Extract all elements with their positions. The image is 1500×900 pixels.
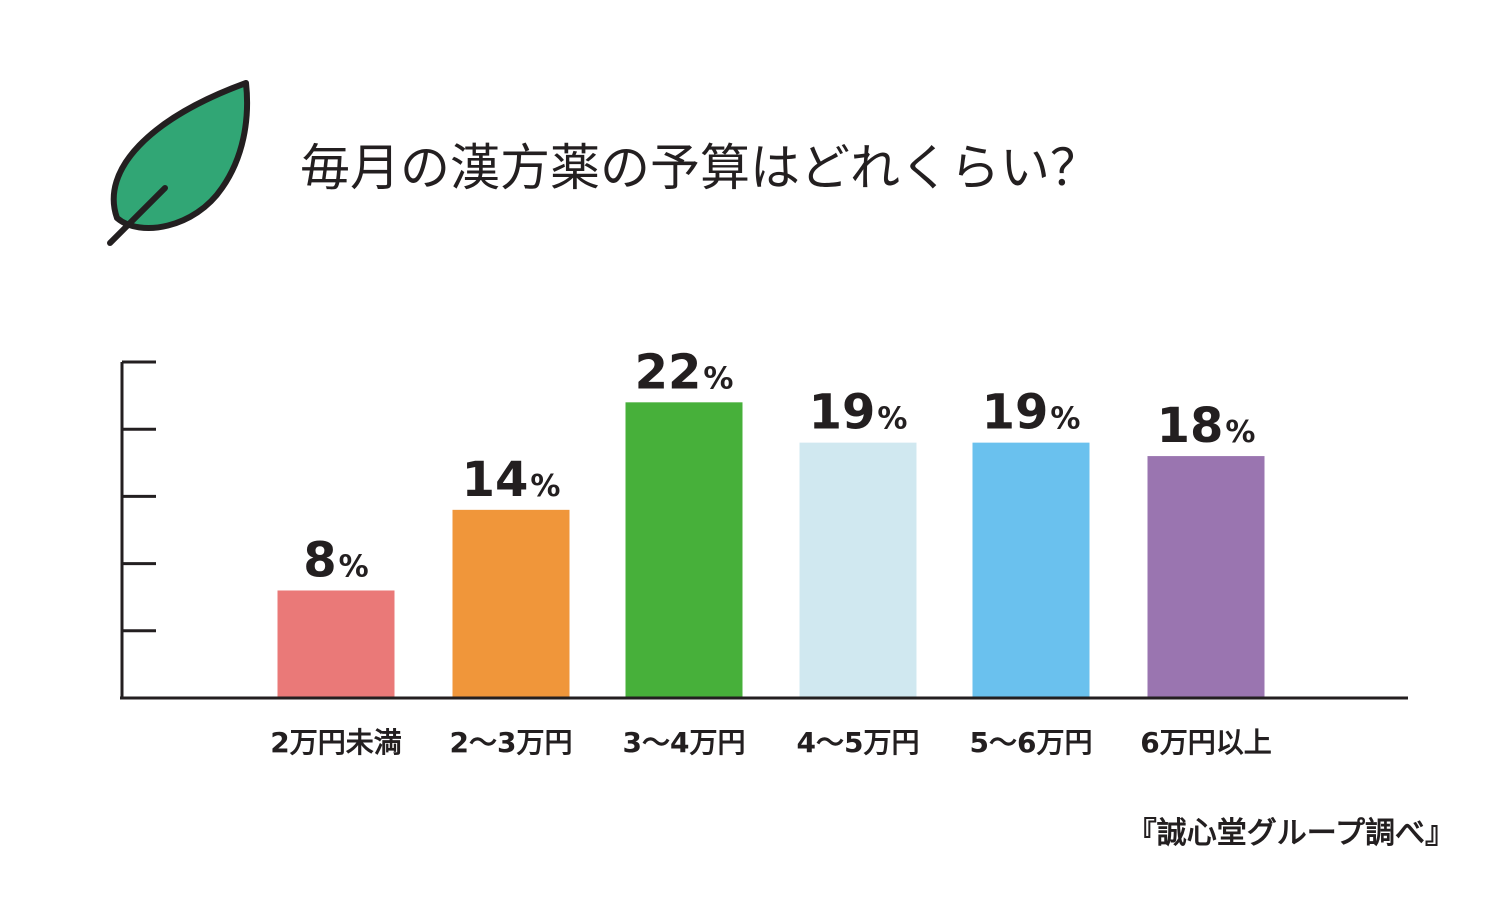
bar-value-label: 14% [462,452,561,508]
category-label: 2万円未満 [270,726,401,759]
category-labels: 2万円未満 2〜3万円 3〜4万円 4〜5万円 5〜6万円 6万円以上 [270,726,1271,759]
category-label: 3〜4万円 [623,726,746,759]
chart-title: 毎月の漢方薬の予算はどれくらい？ [300,139,1100,197]
source-note: 『誠心堂グループ調べ』 [1127,816,1455,851]
bar [625,402,743,697]
bar [1147,456,1265,697]
bar [799,442,917,697]
bars [277,402,1265,697]
bar-value-label: 18% [1157,398,1256,454]
leaf-icon [107,80,251,246]
bar-value-label: 22% [635,344,734,400]
bar [972,442,1090,697]
value-labels: 8% 14% 22% 19% 19% 18% [303,344,1255,588]
bar [277,590,395,697]
bar [452,509,570,697]
leaf-stem [107,185,168,246]
bar-value-label: 19% [809,385,908,441]
category-label: 6万円以上 [1140,726,1271,759]
bar-value-label: 8% [303,532,368,588]
y-ticks [122,360,156,633]
category-label: 4〜5万円 [797,726,920,759]
bar-value-label: 19% [982,385,1081,441]
leaf-blade [110,80,251,231]
category-label: 5〜6万円 [970,726,1093,759]
category-label: 2〜3万円 [450,726,573,759]
